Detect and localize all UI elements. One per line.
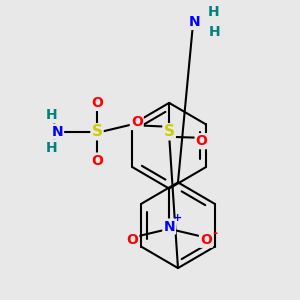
Text: O: O	[91, 154, 103, 168]
Text: N: N	[51, 125, 63, 139]
Text: N: N	[163, 220, 175, 234]
Text: O: O	[131, 115, 143, 129]
Text: S: S	[164, 124, 175, 139]
Text: H: H	[208, 5, 219, 19]
Text: S: S	[92, 124, 103, 139]
Text: O: O	[200, 233, 212, 247]
Text: N: N	[188, 15, 200, 29]
Text: O: O	[196, 134, 208, 148]
Text: O: O	[126, 233, 138, 247]
Text: -: -	[212, 226, 217, 239]
Text: H: H	[209, 25, 220, 39]
Text: H: H	[46, 141, 57, 155]
Text: H: H	[46, 108, 57, 122]
Text: +: +	[173, 213, 183, 223]
Text: O: O	[91, 96, 103, 110]
